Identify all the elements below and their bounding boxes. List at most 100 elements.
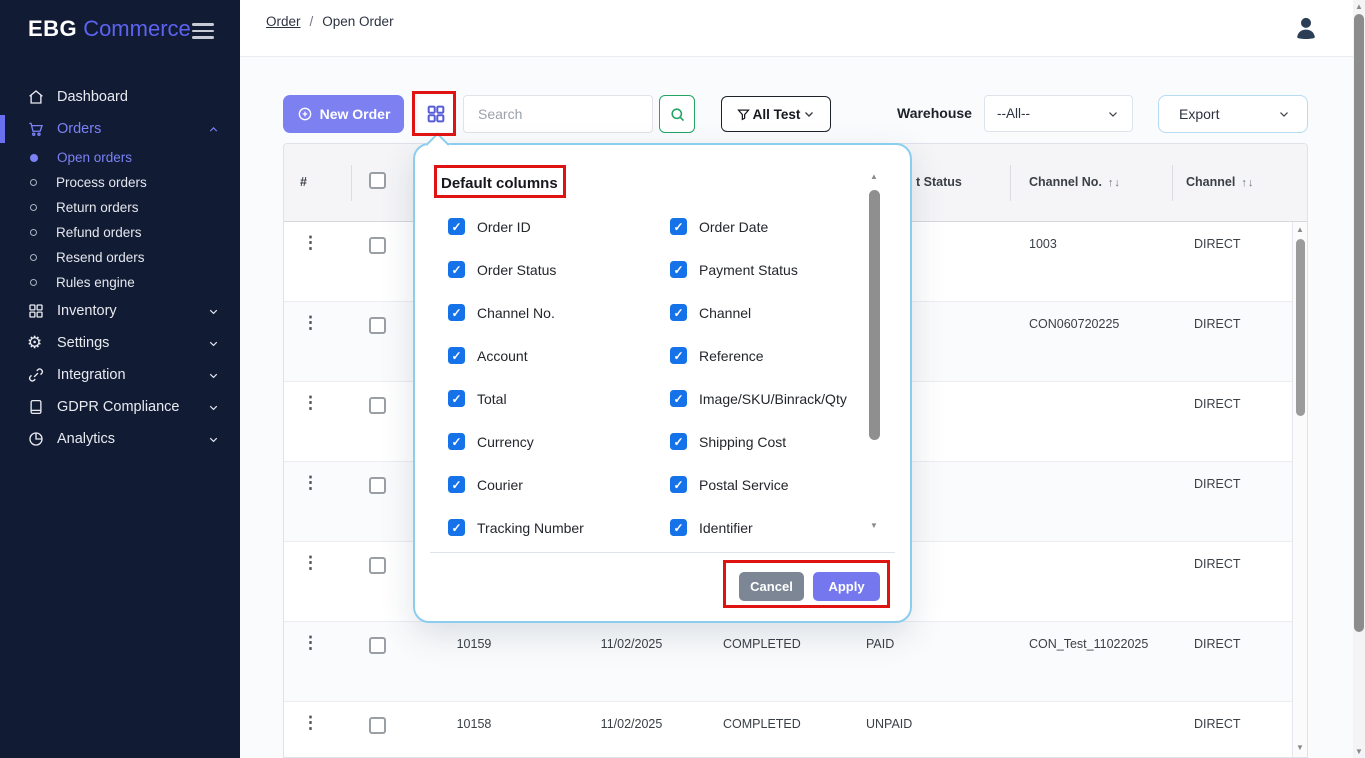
header-channel[interactable]: Channel ↑↓ — [1186, 175, 1255, 189]
row-actions-kebab-icon[interactable]: ⋮ — [302, 313, 319, 332]
cell-channel-no: 1003 — [1029, 237, 1057, 251]
column-option-postal-service: ✓ Postal Service — [670, 463, 858, 506]
sidebar: EBG Commerce Dashboard Orders Open orders P… — [0, 0, 240, 758]
apply-button[interactable]: Apply — [813, 572, 880, 601]
sidebar-item-gdpr-compliance[interactable]: GDPR Compliance — [0, 391, 240, 423]
sort-arrows-icon[interactable]: ↑↓ — [1107, 177, 1121, 189]
sidebar-item-rules-engine[interactable]: Rules engine — [0, 270, 240, 295]
row-checkbox[interactable] — [369, 237, 386, 254]
sidebar-item-return-orders[interactable]: Return orders — [0, 195, 240, 220]
filter-all-test-button[interactable]: All Test — [721, 96, 831, 132]
search-button[interactable] — [659, 95, 695, 133]
row-actions-kebab-icon[interactable]: ⋮ — [302, 393, 319, 412]
scroll-up-icon[interactable]: ▲ — [1296, 225, 1304, 234]
checkbox-checked-icon[interactable]: ✓ — [670, 476, 687, 493]
cell-order-date: 11/02/2025 — [600, 637, 663, 651]
row-checkbox[interactable] — [369, 477, 386, 494]
scroll-up-icon[interactable]: ▲ — [1355, 2, 1363, 11]
checkbox-checked-icon[interactable]: ✓ — [448, 304, 465, 321]
header-payment-status[interactable]: t Status — [916, 175, 962, 189]
row-checkbox[interactable] — [369, 717, 386, 734]
checkbox-checked-icon[interactable]: ✓ — [448, 476, 465, 493]
breadcrumb-order-link[interactable]: Order — [266, 14, 301, 29]
checkbox-checked-icon[interactable]: ✓ — [670, 218, 687, 235]
cell-channel: DIRECT — [1194, 637, 1241, 651]
column-option-label: Identifier — [699, 519, 753, 536]
cell-order-id: 10158 — [456, 717, 492, 731]
sidebar-item-process-orders[interactable]: Process orders — [0, 170, 240, 195]
sort-arrows-icon[interactable]: ↑↓ — [1241, 177, 1255, 189]
header-channel-no[interactable]: Channel No. ↑↓ — [1029, 175, 1121, 189]
column-option-label: Courier — [477, 476, 523, 493]
checkbox-checked-icon[interactable]: ✓ — [448, 218, 465, 235]
chevron-down-icon — [207, 305, 220, 318]
checkbox-checked-icon[interactable]: ✓ — [448, 261, 465, 278]
row-checkbox[interactable] — [369, 637, 386, 654]
row-actions-kebab-icon[interactable]: ⋮ — [302, 713, 319, 732]
sidebar-item-orders[interactable]: Orders — [0, 113, 240, 145]
checkbox-checked-icon[interactable]: ✓ — [448, 519, 465, 536]
row-checkbox[interactable] — [369, 397, 386, 414]
sidebar-item-label: Analytics — [57, 431, 116, 447]
sidebar-item-inventory[interactable]: Inventory — [0, 295, 240, 327]
scroll-up-icon[interactable]: ▲ — [870, 172, 878, 181]
column-option-shipping-cost: ✓ Shipping Cost — [670, 420, 858, 463]
chevron-down-icon — [1106, 107, 1120, 121]
hamburger-menu-icon[interactable] — [192, 19, 214, 43]
column-option-label: Postal Service — [699, 476, 789, 493]
sidebar-item-resend-orders[interactable]: Resend orders — [0, 245, 240, 270]
checkbox-checked-icon[interactable]: ✓ — [448, 433, 465, 450]
pie-icon — [27, 430, 45, 448]
export-button[interactable]: Export — [1158, 95, 1308, 133]
new-order-button[interactable]: New Order — [283, 95, 404, 133]
select-all-checkbox[interactable] — [369, 172, 386, 189]
scroll-down-icon[interactable]: ▼ — [870, 521, 878, 530]
sidebar-item-label: Rules engine — [56, 275, 135, 290]
warehouse-select[interactable]: --All-- — [984, 95, 1133, 132]
checkbox-checked-icon[interactable]: ✓ — [670, 304, 687, 321]
table-scrollbar[interactable]: ▲ ▼ — [1292, 222, 1307, 757]
popover-scrollbar[interactable]: ▲ ▼ — [867, 172, 882, 530]
sidebar-item-refund-orders[interactable]: Refund orders — [0, 220, 240, 245]
table-scrollbar-thumb[interactable] — [1296, 239, 1305, 416]
checkbox-checked-icon[interactable]: ✓ — [448, 390, 465, 407]
column-option-label: Order ID — [477, 218, 531, 235]
cart-icon — [27, 120, 45, 138]
popover-scrollbar-thumb[interactable] — [869, 190, 880, 440]
sidebar-item-dashboard[interactable]: Dashboard — [0, 81, 240, 113]
scroll-down-icon[interactable]: ▼ — [1296, 743, 1304, 752]
checkbox-checked-icon[interactable]: ✓ — [448, 347, 465, 364]
sidebar-item-settings[interactable]: ⚙ Settings — [0, 327, 240, 359]
row-actions-kebab-icon[interactable]: ⋮ — [302, 633, 319, 652]
doc-icon — [27, 398, 45, 416]
user-avatar-icon[interactable] — [1292, 14, 1320, 42]
page-scrollbar[interactable]: ▲ ▼ — [1353, 0, 1365, 758]
search-input[interactable] — [463, 95, 653, 133]
export-label: Export — [1179, 106, 1220, 122]
sidebar-item-analytics[interactable]: Analytics — [0, 423, 240, 455]
chevron-down-icon — [207, 401, 220, 414]
column-option-total: ✓ Total — [448, 377, 670, 420]
checkbox-checked-icon[interactable]: ✓ — [670, 433, 687, 450]
column-option-order-date: ✓ Order Date — [670, 205, 858, 248]
sidebar-item-open-orders[interactable]: Open orders — [0, 145, 240, 170]
cell-order-date: 11/02/2025 — [600, 717, 663, 731]
sidebar-item-integration[interactable]: Integration — [0, 359, 240, 391]
column-option-identifier: ✓ Identifier — [670, 506, 858, 549]
column-settings-button[interactable] — [419, 96, 453, 132]
checkbox-checked-icon[interactable]: ✓ — [670, 347, 687, 364]
table-row: ⋮ 10159 11/02/2025 COMPLETED PAID CON_Test_11… — [284, 622, 1307, 702]
row-actions-kebab-icon[interactable]: ⋮ — [302, 233, 319, 252]
row-actions-kebab-icon[interactable]: ⋮ — [302, 553, 319, 572]
checkbox-checked-icon[interactable]: ✓ — [670, 390, 687, 407]
page-scrollbar-thumb[interactable] — [1354, 14, 1364, 632]
cancel-button[interactable]: Cancel — [739, 572, 804, 601]
row-checkbox[interactable] — [369, 557, 386, 574]
checkbox-checked-icon[interactable]: ✓ — [670, 261, 687, 278]
row-checkbox[interactable] — [369, 317, 386, 334]
checkbox-checked-icon[interactable]: ✓ — [670, 519, 687, 536]
chevron-down-icon — [207, 433, 220, 446]
row-actions-kebab-icon[interactable]: ⋮ — [302, 473, 319, 492]
cell-channel-no: CON060720225 — [1029, 317, 1120, 331]
scroll-down-icon[interactable]: ▼ — [1355, 747, 1363, 756]
